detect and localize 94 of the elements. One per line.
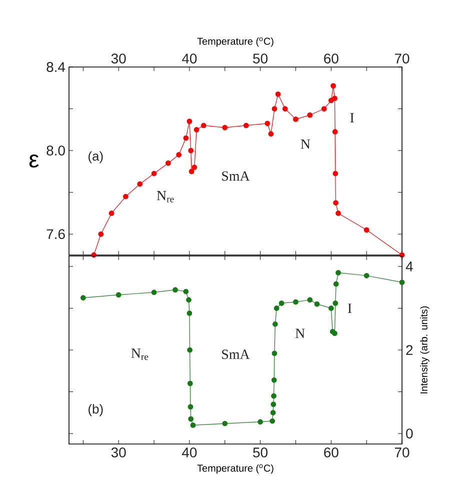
y-tick-label: 0 <box>406 428 413 438</box>
point <box>222 124 228 130</box>
x-tick-label: 60 <box>324 54 338 64</box>
point <box>137 181 143 187</box>
annotation: (a) <box>88 151 103 164</box>
point <box>258 419 263 425</box>
point <box>332 96 338 102</box>
point <box>332 129 338 134</box>
point <box>98 231 104 237</box>
point <box>194 126 200 132</box>
x-tick-label: 70 <box>394 448 410 458</box>
point <box>190 422 196 428</box>
point <box>333 281 339 287</box>
annotation: N$_{re}$ <box>156 191 174 202</box>
point <box>188 148 194 154</box>
x-tick-label: 50 <box>253 448 268 458</box>
point <box>293 116 298 122</box>
point <box>332 330 338 336</box>
point <box>183 135 189 141</box>
point <box>222 420 228 426</box>
x-axis-title: Temperature ($^{o}$C) <box>197 37 274 47</box>
point <box>293 299 298 305</box>
y-tick-label: 8.4 <box>46 62 66 72</box>
point <box>364 272 370 278</box>
point <box>187 380 193 386</box>
point <box>200 122 206 128</box>
point <box>108 210 114 216</box>
point <box>336 270 341 276</box>
point <box>328 306 334 311</box>
point <box>122 194 128 200</box>
annotation: I <box>348 304 352 313</box>
point <box>186 310 192 316</box>
point <box>186 297 192 303</box>
x-tick-label: 60 <box>324 448 338 458</box>
point <box>275 91 281 97</box>
point <box>166 160 171 166</box>
point <box>264 120 270 126</box>
point <box>268 131 274 137</box>
x-tick-label: 50 <box>253 54 268 64</box>
point <box>243 122 249 128</box>
point <box>188 404 194 410</box>
point <box>271 393 276 399</box>
point <box>116 292 122 298</box>
point <box>332 300 338 306</box>
y-axis-title: ε <box>29 154 39 168</box>
y-tick-label: 2 <box>406 345 413 355</box>
point <box>321 106 327 112</box>
point <box>270 418 276 424</box>
point <box>183 288 189 294</box>
annotation: SmA <box>222 350 250 360</box>
point <box>399 280 405 286</box>
point <box>271 377 277 383</box>
point <box>192 164 198 170</box>
annotation: SmA <box>222 171 250 181</box>
x-axis-title: Temperature ($^{o}$C) <box>197 464 274 474</box>
point <box>332 170 338 176</box>
annotation: I <box>350 113 354 122</box>
point <box>176 152 182 158</box>
y-axis-title: Intensity (arb. units) <box>420 306 430 394</box>
x-tick-label: 30 <box>111 54 126 64</box>
annotation: N$_{re}$ <box>131 348 148 360</box>
point <box>188 416 194 422</box>
point <box>274 306 280 311</box>
annotation: (b) <box>88 404 103 416</box>
point <box>270 402 276 408</box>
point <box>330 83 336 88</box>
point <box>282 106 288 112</box>
x-tick-label: 40 <box>182 448 197 458</box>
point <box>188 168 194 174</box>
point <box>270 410 276 416</box>
x-tick-label: 70 <box>394 54 410 64</box>
point <box>272 106 278 112</box>
y-tick-label: 8.0 <box>46 146 65 156</box>
point <box>151 290 157 296</box>
point <box>336 210 341 216</box>
x-tick-label: 40 <box>182 54 197 64</box>
point <box>80 295 86 300</box>
y-tick-label: 4 <box>406 262 413 272</box>
point <box>278 300 284 306</box>
point <box>187 347 192 353</box>
x-tick-label: 30 <box>111 448 126 458</box>
point <box>272 350 278 356</box>
point <box>307 297 313 303</box>
point <box>307 112 313 118</box>
point <box>314 301 320 307</box>
point <box>186 118 192 124</box>
point <box>364 227 370 233</box>
point <box>333 200 338 206</box>
y-tick-label: 7.6 <box>46 229 65 240</box>
point <box>272 321 278 327</box>
point <box>151 170 157 176</box>
point <box>172 287 178 293</box>
annotation: N <box>295 328 305 338</box>
annotation: N <box>300 140 310 149</box>
